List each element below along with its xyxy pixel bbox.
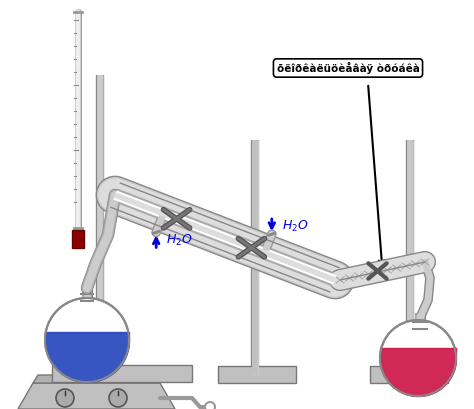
Circle shape: [380, 320, 456, 396]
Circle shape: [56, 389, 74, 407]
Circle shape: [45, 298, 129, 382]
Circle shape: [205, 402, 215, 409]
FancyBboxPatch shape: [218, 366, 296, 383]
FancyBboxPatch shape: [72, 230, 84, 248]
Text: $H_2O$: $H_2O$: [166, 233, 193, 248]
Polygon shape: [33, 375, 160, 383]
Text: $H_2O$: $H_2O$: [282, 218, 309, 234]
FancyBboxPatch shape: [370, 366, 448, 383]
FancyBboxPatch shape: [52, 365, 192, 382]
Text: õëîðêàëüöèåâàÿ òðóáêà: õëîðêàëüöèåâàÿ òðóáêà: [276, 62, 419, 74]
Circle shape: [109, 389, 127, 407]
Polygon shape: [18, 383, 175, 409]
